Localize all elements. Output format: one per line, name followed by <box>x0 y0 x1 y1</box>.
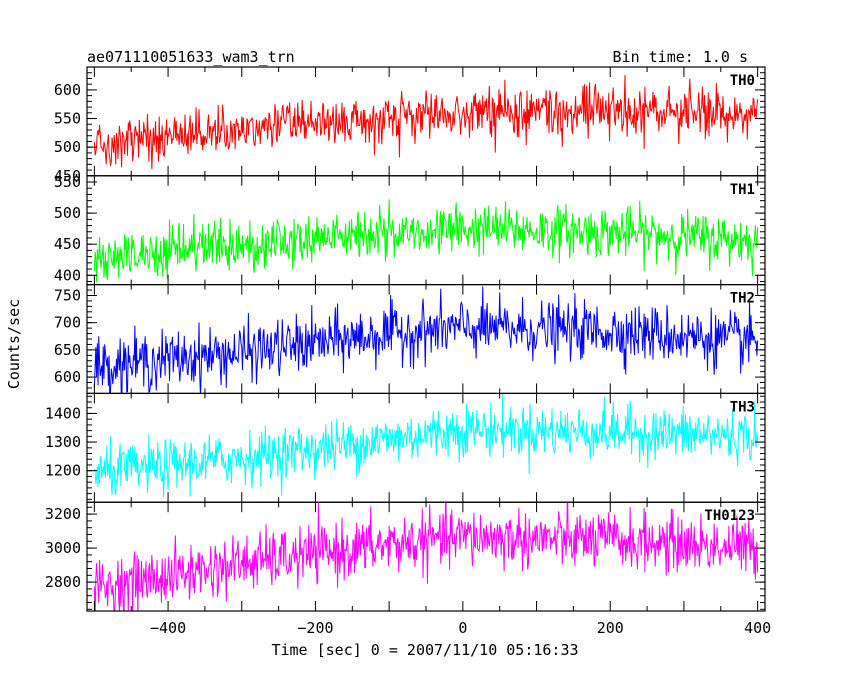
series-line-th0 <box>93 75 759 170</box>
panel-th2: 600 650 700 750 TH2 <box>54 284 766 395</box>
header-left-title: ae071110051633_wam3_trn <box>87 48 295 66</box>
series-line-th3 <box>93 393 759 497</box>
panel-th1: 400 450 500 550 TH1 <box>54 173 766 286</box>
x-tick-label: −200 <box>297 619 333 637</box>
y-axis-title: Counts/sec <box>5 299 23 389</box>
y-tick-label-th0123: 3200 <box>45 505 81 523</box>
series-line-th1 <box>93 199 759 283</box>
panel-frame-th0 <box>86 66 766 177</box>
y-tick-label-th3: 1200 <box>45 462 81 480</box>
y-tick-label-th0123: 2800 <box>45 573 81 591</box>
y-tick-label-th2: 650 <box>54 341 81 359</box>
panel-frame-th3 <box>86 392 766 503</box>
x-tick-label: 400 <box>744 619 771 637</box>
panel-th0123: 2800 3000 3200 TH0123 <box>45 501 766 612</box>
y-tick-label-th0: 450 <box>54 167 81 185</box>
y-tick-label-th1: 400 <box>54 266 81 284</box>
x-tick-label: 0 <box>458 619 467 637</box>
y-tick-label-th2: 600 <box>54 368 81 386</box>
panel-th3: 1200 1300 1400 TH3 <box>45 392 766 503</box>
y-tick-label-th2: 750 <box>54 286 81 304</box>
panel-label-th1: TH1 <box>730 182 755 198</box>
x-tick-label: −400 <box>150 619 186 637</box>
y-tick-label-th0: 550 <box>54 110 81 128</box>
panel-label-th0123: TH0123 <box>704 508 755 524</box>
panel-frame-th0123 <box>86 501 766 612</box>
panel-frame-th1 <box>86 175 766 286</box>
panel-stack: 450 500 550 600 TH0 400 450 500 550 TH1 600 650 700 7… <box>45 66 766 612</box>
series-line-th0123 <box>93 502 759 612</box>
x-axis-title: Time [sec] 0 = 2007/11/10 05:16:33 <box>271 641 578 659</box>
panel-label-th2: TH2 <box>730 291 755 307</box>
y-tick-label-th0123: 3000 <box>45 539 81 557</box>
y-tick-label-th0: 500 <box>54 138 81 156</box>
series-line-th2 <box>93 286 759 394</box>
y-tick-label-th1: 550 <box>54 173 81 191</box>
y-tick-label-th3: 1400 <box>45 404 81 422</box>
y-tick-label-th2: 700 <box>54 314 81 332</box>
x-tick-label: 200 <box>597 619 624 637</box>
y-tick-label-th0: 600 <box>54 81 81 99</box>
x-axis: −400 −200 0 200 400 <box>150 619 771 637</box>
panel-label-th0: TH0 <box>730 73 755 89</box>
panel-label-th3: TH3 <box>730 399 755 415</box>
y-tick-label-th1: 500 <box>54 204 81 222</box>
panel-th0: 450 500 550 600 TH0 <box>54 66 766 185</box>
header-right-title: Bin time: 1.0 s <box>613 48 748 66</box>
y-tick-label-th3: 1300 <box>45 433 81 451</box>
y-tick-label-th1: 450 <box>54 235 81 253</box>
